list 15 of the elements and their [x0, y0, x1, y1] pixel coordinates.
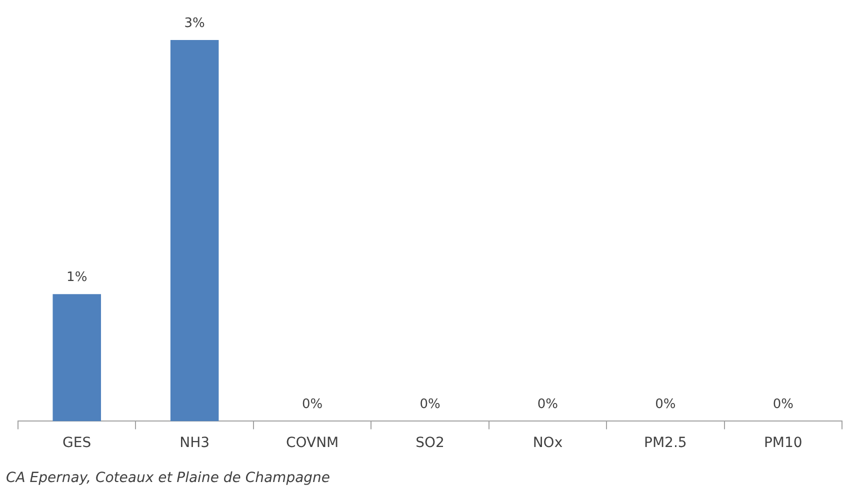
x-tick-label: SO2	[416, 435, 444, 452]
x-tick-label: PM10	[764, 435, 802, 452]
x-tick-label: NH3	[180, 435, 210, 452]
data-label: 0%	[655, 397, 676, 412]
data-label: 0%	[772, 397, 794, 412]
data-label: 1%	[66, 270, 88, 286]
data-label: 0%	[537, 397, 558, 412]
x-tick-label: COVNM	[286, 435, 339, 452]
data-label: 0%	[420, 397, 440, 412]
data-label: 0%	[302, 397, 323, 412]
data-label: 3%	[184, 16, 205, 31]
x-tick-label: NOx	[532, 435, 563, 452]
x-tick-label: GES	[62, 435, 92, 452]
x-tick-label: PM2.5	[644, 435, 687, 452]
text: CA Epernay, Coteaux et Plaine de Champagne	[6, 470, 330, 486]
